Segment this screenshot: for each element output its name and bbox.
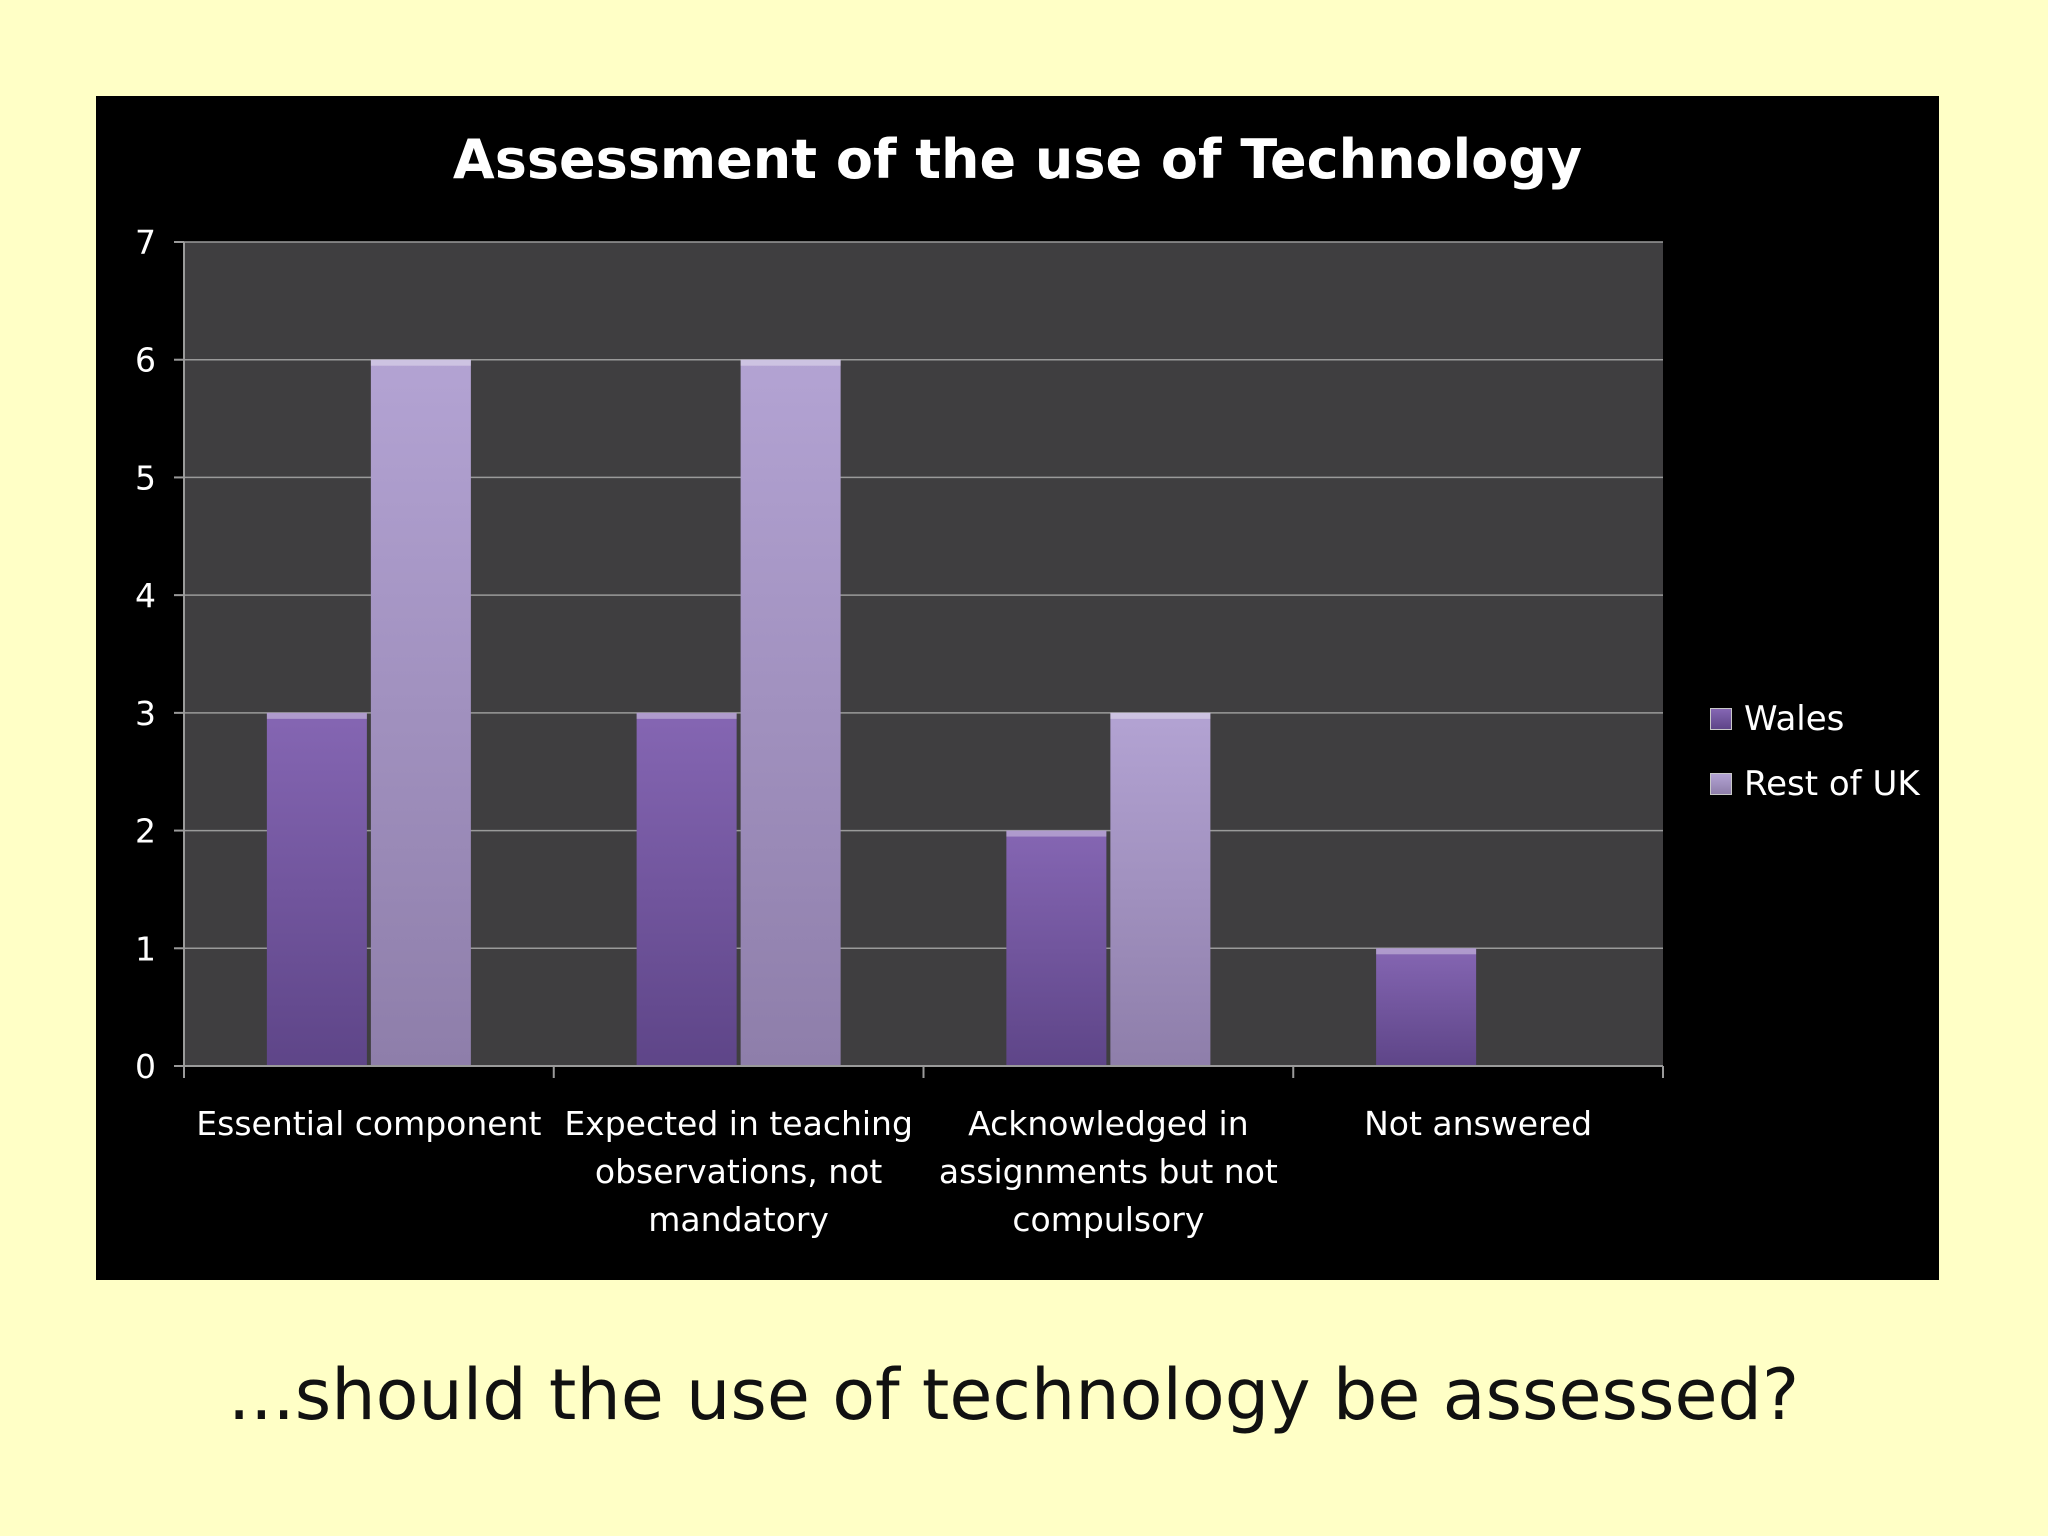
bar-highlight-wales-1 <box>636 712 737 719</box>
chart-panel: 0 1 2 3 4 5 6 7 Assessment of the use of Techno… <box>96 96 1939 1280</box>
x-tick-label-0: Essential component <box>184 1100 554 1148</box>
bar-wales-1 <box>636 712 737 1066</box>
y-tick-label-7: 7 <box>135 223 156 262</box>
x-tick-label-line: mandatory <box>648 1200 829 1239</box>
bar-wales-3 <box>1376 948 1477 1066</box>
x-tick-label-line: assignments but not <box>938 1152 1278 1191</box>
bar-rest-of-uk-1 <box>740 359 841 1066</box>
legend-swatch-wales <box>1710 707 1732 730</box>
bar-highlight-rest-of-uk-2 <box>1110 712 1211 719</box>
chart-title: Assessment of the use of Technology <box>452 128 1583 191</box>
y-tick-label-5: 5 <box>135 458 156 497</box>
legend-item-wales: Wales <box>1710 686 1920 751</box>
x-tick-label-line: Expected in teaching <box>564 1104 913 1143</box>
legend: Wales Rest of UK <box>1710 686 1920 816</box>
bar-highlight-wales-3 <box>1376 948 1477 955</box>
y-tick-label-6: 6 <box>135 341 156 380</box>
legend-label-wales: Wales <box>1744 698 1845 739</box>
bar-wales-2 <box>1006 830 1107 1066</box>
x-tick-label-line: Essential component <box>196 1104 542 1143</box>
chart-plot: 0 1 2 3 4 5 6 7 <box>135 223 1664 1086</box>
x-tick-label-3: Not answered <box>1293 1100 1663 1148</box>
bar-rest-of-uk-0 <box>370 359 471 1066</box>
x-tick-label-2: Acknowledged in assignments but not compul… <box>923 1100 1293 1244</box>
x-tick-label-line: observations, not <box>594 1152 883 1191</box>
y-tick-label-2: 2 <box>135 812 156 851</box>
slide-caption: ...should the use of technology be asses… <box>228 1354 1800 1436</box>
legend-item-rest-of-uk: Rest of UK <box>1710 751 1920 816</box>
x-tick-label-1: Expected in teaching observations, not man… <box>554 1100 924 1244</box>
y-tick-label-0: 0 <box>135 1047 156 1086</box>
y-tick-label-1: 1 <box>135 929 156 968</box>
y-tick-label-3: 3 <box>135 694 156 733</box>
bar-rest-of-uk-2 <box>1110 712 1211 1066</box>
bar-highlight-wales-2 <box>1006 830 1107 837</box>
y-tick-label-4: 4 <box>135 576 156 615</box>
bar-highlight-rest-of-uk-0 <box>370 359 471 366</box>
x-tick-label-line: Not answered <box>1364 1104 1593 1143</box>
x-tick-label-line: compulsory <box>1012 1200 1205 1239</box>
legend-label-rest-of-uk: Rest of UK <box>1744 763 1920 804</box>
bar-highlight-wales-0 <box>266 712 367 719</box>
bar-highlight-rest-of-uk-1 <box>740 359 841 366</box>
legend-swatch-rest-of-uk <box>1710 772 1732 795</box>
x-tick-label-line: Acknowledged in <box>968 1104 1249 1143</box>
bar-wales-0 <box>266 712 367 1066</box>
